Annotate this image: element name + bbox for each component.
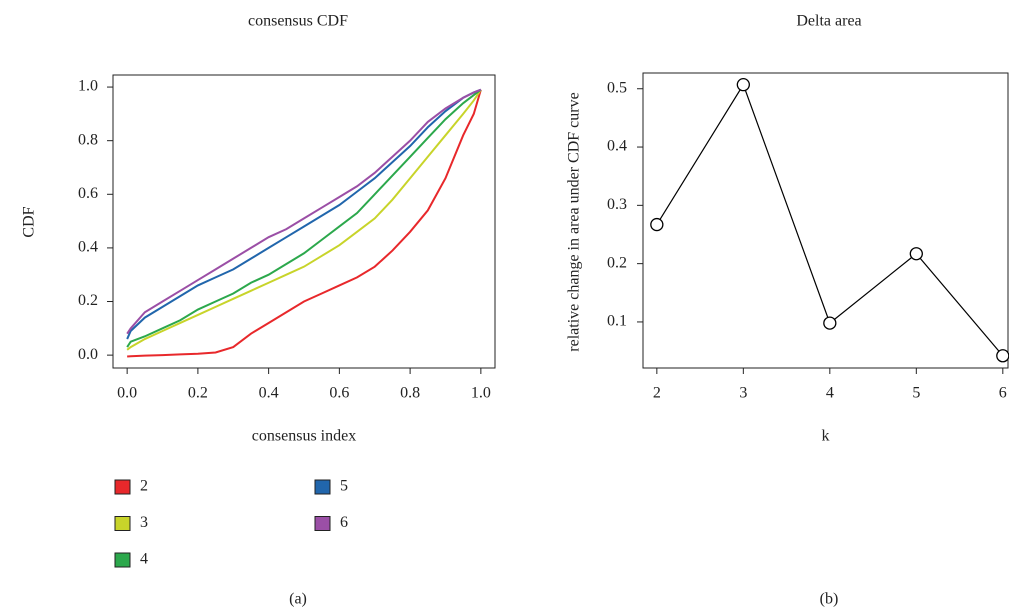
x-axis-label: consensus index — [252, 428, 356, 445]
series-line — [126, 88, 482, 335]
y-tick-label: 0.4 — [607, 138, 627, 155]
point-marker — [650, 217, 664, 232]
chart-title: Delta area — [796, 13, 861, 30]
x-tick-label: 0.4 — [259, 385, 279, 402]
series-line — [126, 88, 482, 348]
y-tick-label: 0.3 — [607, 196, 627, 213]
y-tick-label: 0.4 — [78, 239, 98, 256]
legend-label: 2 — [140, 478, 148, 495]
x-tick-label: 0.2 — [188, 385, 208, 402]
legend-swatch — [114, 479, 131, 495]
series-line — [127, 89, 482, 358]
chart-title: consensus CDF — [248, 13, 348, 30]
y-tick-label: 0.6 — [78, 185, 98, 202]
y-tick-label: 0.5 — [607, 79, 627, 96]
y-tick-label: 0.1 — [607, 313, 627, 330]
legend-label: 6 — [340, 514, 348, 531]
legend-label: 3 — [140, 514, 148, 531]
point-marker — [996, 349, 1009, 363]
caption: (a) — [289, 591, 307, 608]
plot-frame — [642, 72, 1009, 369]
point-marker — [736, 78, 750, 92]
point-marker — [823, 316, 837, 330]
x-tick-label: 0.8 — [400, 385, 420, 402]
legend-swatch — [114, 552, 131, 568]
y-tick-label: 0.8 — [78, 131, 98, 148]
x-tick-label: 5 — [912, 385, 920, 402]
plot-frame — [112, 74, 496, 369]
caption: (b) — [820, 591, 839, 608]
x-tick-label: 0.6 — [329, 385, 349, 402]
y-tick-label: 0.0 — [78, 346, 98, 363]
series-line — [656, 83, 1004, 357]
series-line — [126, 88, 482, 340]
y-tick-label: 0.2 — [78, 292, 98, 309]
legend-label: 5 — [340, 478, 348, 495]
x-tick-label: 2 — [653, 385, 661, 402]
point-marker — [909, 247, 923, 261]
x-tick-label: 1.0 — [471, 385, 491, 402]
x-tick-label: 6 — [999, 385, 1007, 402]
x-tick-label: 4 — [826, 385, 834, 402]
y-axis-label: CDF — [21, 206, 38, 237]
x-tick-label: 0.0 — [117, 385, 137, 402]
legend-swatch — [114, 516, 131, 531]
y-tick-label: 0.2 — [607, 254, 627, 271]
y-axis-label: relative change in area under CDF curve — [566, 92, 583, 351]
series-line — [126, 89, 482, 351]
x-tick-label: 3 — [739, 385, 747, 402]
legend-label: 4 — [140, 551, 148, 568]
legend-swatch — [314, 479, 331, 495]
x-axis-label: k — [822, 428, 830, 445]
legend-swatch — [314, 516, 331, 531]
y-tick-label: 1.0 — [78, 78, 98, 95]
